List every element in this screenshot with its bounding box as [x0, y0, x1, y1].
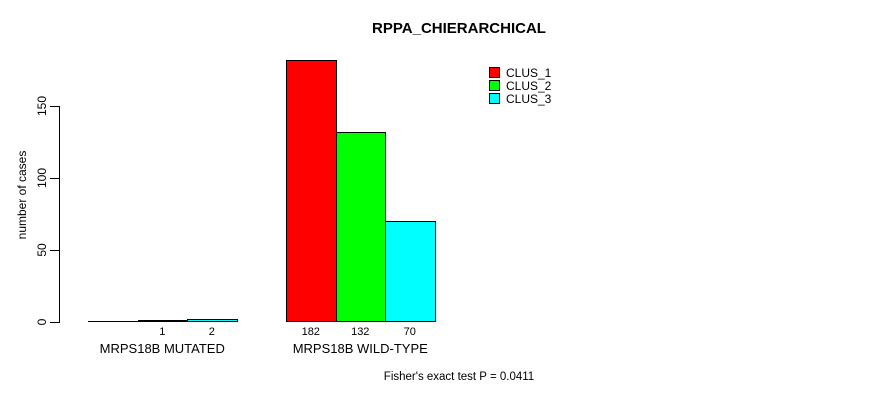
bar: [88, 321, 139, 322]
y-axis-tick: [50, 178, 59, 179]
bar-value-label: 2: [208, 326, 215, 338]
y-axis-tick: [50, 106, 59, 107]
legend-item-label: CLUS_3: [506, 91, 552, 106]
y-axis-tick-label: 100: [35, 167, 49, 189]
legend-color-swatch: [489, 80, 500, 91]
legend-item-label: CLUS_2: [506, 78, 552, 93]
bar-value-label: 70: [403, 326, 416, 338]
bar: [137, 320, 188, 322]
legend-color-swatch: [489, 67, 500, 78]
bar-value-label: 132: [351, 326, 370, 338]
y-axis-tick: [50, 250, 59, 251]
legend-item: CLUS_2: [489, 78, 552, 93]
bar: [187, 319, 238, 322]
y-axis-line: [59, 106, 60, 323]
bar: [286, 60, 337, 322]
annotation-fisher-test: Fisher's exact test P = 0.0411: [383, 371, 535, 383]
y-axis-tick: [50, 322, 59, 323]
legend: CLUS_1 CLUS_2 CLUS_3: [489, 65, 552, 106]
bar: [335, 132, 386, 322]
legend-item: CLUS_1: [489, 65, 552, 80]
y-axis-tick-label: 150: [35, 95, 49, 117]
legend-item: CLUS_3: [489, 91, 552, 106]
bar-value-label: 1: [159, 326, 166, 338]
bar-value-label: 182: [301, 326, 320, 338]
category-label: MRPS18B WILD-TYPE: [292, 341, 428, 356]
y-axis-tick-label: 0: [35, 318, 49, 326]
legend-item-label: CLUS_1: [506, 65, 552, 80]
chart-title: RPPA_CHIERARCHICAL: [372, 20, 546, 37]
bar: [385, 221, 436, 322]
legend-color-swatch: [489, 93, 500, 104]
y-axis-tick-label: 50: [35, 243, 49, 257]
category-label: MRPS18B MUTATED: [99, 341, 225, 356]
